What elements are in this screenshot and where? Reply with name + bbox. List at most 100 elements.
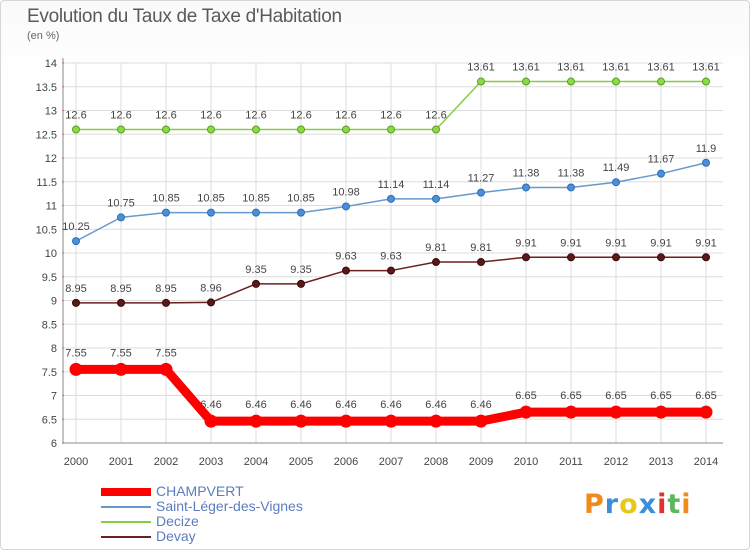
data-point-saint-l-ger-des-vignes bbox=[432, 194, 440, 203]
data-label-champvert: 6.46 bbox=[335, 399, 356, 411]
legend-item-saint-leger[interactable]: Saint-Léger-des-Vignes bbox=[101, 499, 303, 514]
x-tick-label: 2004 bbox=[244, 456, 268, 468]
y-axis-minor-mark bbox=[62, 442, 64, 444]
y-tick-label: 12 bbox=[45, 153, 57, 165]
legend-item-devay[interactable]: Devay bbox=[101, 529, 303, 544]
data-point-champvert bbox=[654, 405, 668, 419]
y-axis-minor-mark bbox=[62, 347, 64, 349]
data-label-devay: 8.95 bbox=[155, 283, 176, 295]
data-label-saint-l-ger-des-vignes: 10.98 bbox=[332, 186, 360, 198]
data-point-champvert bbox=[159, 362, 173, 376]
data-point-decize bbox=[72, 125, 80, 134]
data-label-champvert: 6.65 bbox=[650, 390, 671, 402]
data-label-saint-l-ger-des-vignes: 11.67 bbox=[648, 154, 675, 166]
data-label-devay: 9.35 bbox=[290, 264, 311, 276]
data-point-champvert bbox=[249, 414, 263, 428]
data-label-saint-l-ger-des-vignes: 11.14 bbox=[423, 179, 450, 191]
data-label-saint-l-ger-des-vignes: 11.49 bbox=[603, 162, 630, 174]
data-point-devay bbox=[702, 253, 710, 262]
data-label-champvert: 6.65 bbox=[560, 390, 581, 402]
data-label-saint-l-ger-des-vignes: 11.27 bbox=[468, 173, 495, 185]
data-label-decize: 12.6 bbox=[155, 110, 176, 122]
data-point-champvert bbox=[69, 362, 83, 376]
y-axis-minor-mark bbox=[62, 85, 64, 88]
y-axis-minor-mark bbox=[62, 418, 64, 421]
data-label-decize: 12.6 bbox=[245, 110, 266, 122]
data-label-devay: 9.81 bbox=[425, 242, 446, 254]
data-point-decize bbox=[207, 125, 215, 134]
x-tick-label: 2006 bbox=[334, 456, 358, 468]
data-label-devay: 9.63 bbox=[335, 251, 356, 263]
legend-label-champvert: CHAMPVERT bbox=[156, 483, 244, 499]
data-point-devay bbox=[387, 266, 395, 275]
data-point-champvert bbox=[564, 405, 578, 419]
data-label-devay: 9.91 bbox=[695, 237, 716, 249]
data-point-devay bbox=[252, 279, 260, 288]
y-tick-label: 11.5 bbox=[36, 177, 57, 189]
data-label-champvert: 6.46 bbox=[290, 399, 311, 411]
data-label-champvert: 7.55 bbox=[65, 347, 86, 359]
y-axis-minor-mark bbox=[62, 370, 64, 373]
data-point-champvert bbox=[204, 414, 218, 428]
y-axis-minor-mark bbox=[62, 275, 64, 278]
data-point-champvert bbox=[474, 414, 488, 428]
data-point-champvert bbox=[519, 405, 533, 419]
data-point-decize bbox=[612, 77, 620, 86]
data-point-decize bbox=[567, 77, 575, 86]
y-tick-label: 10.5 bbox=[36, 224, 57, 236]
data-point-devay bbox=[297, 279, 305, 288]
data-label-champvert: 6.46 bbox=[200, 399, 221, 411]
y-axis-minor-mark bbox=[62, 299, 64, 302]
data-point-saint-l-ger-des-vignes bbox=[342, 202, 350, 211]
legend-swatch-decize bbox=[101, 521, 151, 523]
y-tick-label: 9 bbox=[51, 296, 57, 308]
data-label-devay: 9.91 bbox=[650, 237, 671, 249]
x-tick-label: 2011 bbox=[559, 456, 583, 468]
data-point-devay bbox=[342, 266, 350, 275]
data-point-devay bbox=[522, 253, 530, 262]
data-point-saint-l-ger-des-vignes bbox=[657, 169, 665, 178]
data-point-saint-l-ger-des-vignes bbox=[162, 208, 170, 217]
y-axis-minor-mark bbox=[62, 394, 64, 397]
data-point-devay bbox=[72, 298, 80, 307]
y-tick-label: 6.5 bbox=[42, 414, 57, 426]
y-tick-label: 13 bbox=[45, 106, 57, 118]
data-point-devay bbox=[657, 253, 665, 262]
legend-item-decize[interactable]: Decize bbox=[101, 514, 303, 529]
data-label-decize: 13.61 bbox=[692, 62, 720, 74]
data-label-champvert: 7.55 bbox=[155, 347, 176, 359]
data-label-decize: 13.61 bbox=[647, 62, 675, 74]
data-label-devay: 8.96 bbox=[200, 282, 221, 294]
data-point-saint-l-ger-des-vignes bbox=[612, 178, 620, 187]
data-label-saint-l-ger-des-vignes: 10.25 bbox=[62, 221, 90, 233]
data-point-saint-l-ger-des-vignes bbox=[207, 208, 215, 217]
y-tick-label: 9.5 bbox=[42, 272, 57, 284]
data-point-saint-l-ger-des-vignes bbox=[567, 183, 575, 192]
data-label-saint-l-ger-des-vignes: 10.85 bbox=[287, 193, 315, 205]
legend-item-champvert[interactable]: CHAMPVERT bbox=[101, 484, 303, 499]
data-label-decize: 12.6 bbox=[425, 110, 446, 122]
data-point-decize bbox=[522, 77, 530, 86]
data-point-devay bbox=[117, 298, 125, 307]
y-axis-minor-mark bbox=[62, 228, 64, 231]
data-label-champvert: 6.46 bbox=[380, 399, 401, 411]
data-label-champvert: 7.55 bbox=[110, 347, 131, 359]
data-point-decize bbox=[162, 125, 170, 134]
data-point-decize bbox=[432, 125, 440, 134]
y-tick-label: 14 bbox=[45, 58, 57, 70]
y-tick-label: 7 bbox=[51, 391, 57, 403]
y-tick-label: 8.5 bbox=[42, 319, 57, 331]
chart-unit-label: (en %) bbox=[27, 30, 60, 42]
data-point-decize bbox=[297, 125, 305, 134]
legend-label-decize: Decize bbox=[156, 513, 199, 529]
data-point-champvert bbox=[429, 414, 443, 428]
data-point-champvert bbox=[609, 405, 623, 419]
legend-swatch-devay bbox=[101, 536, 151, 538]
legend-label-saint-leger: Saint-Léger-des-Vignes bbox=[156, 498, 303, 514]
data-point-devay bbox=[477, 258, 485, 267]
data-point-saint-l-ger-des-vignes bbox=[387, 194, 395, 203]
proxiti-logo: Proxiti bbox=[584, 489, 692, 520]
y-tick-label: 7.5 bbox=[42, 367, 57, 379]
